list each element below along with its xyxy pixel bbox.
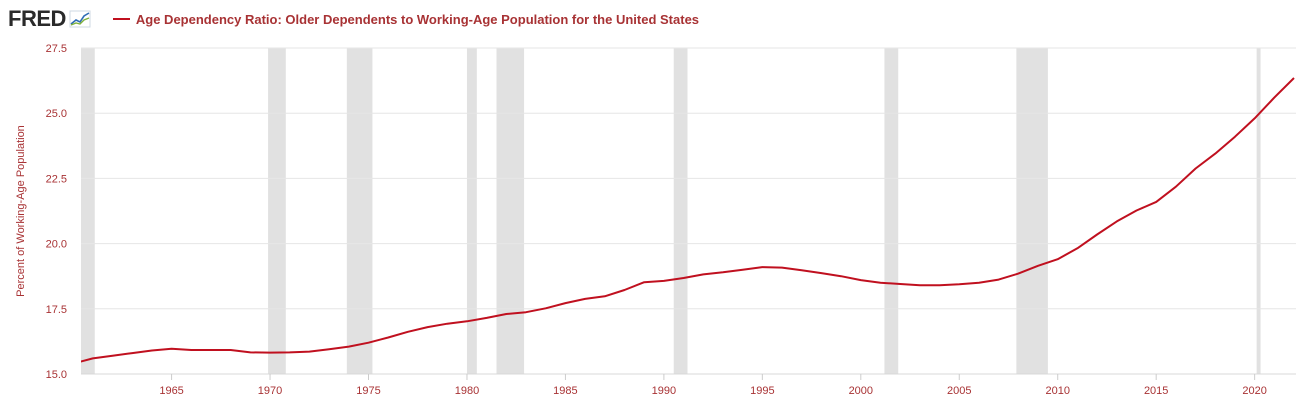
y-tick-label: 20.0 xyxy=(46,239,67,251)
x-tick-label: 1985 xyxy=(553,385,577,397)
chart-header: FRED Age Dependency Ratio: Older Depende… xyxy=(8,6,699,32)
y-axis: 15.0 17.5 20.0 22.5 25.0 27.5 xyxy=(46,43,67,381)
y-tick-label: 17.5 xyxy=(46,304,67,316)
x-tick-label: 1990 xyxy=(652,385,676,397)
y-tick-label: 15.0 xyxy=(46,369,67,381)
fred-logo-text: FRED xyxy=(8,6,66,31)
fred-logo[interactable]: FRED xyxy=(8,8,91,30)
x-tick-label: 2015 xyxy=(1144,385,1168,397)
chart-trend-icon xyxy=(69,10,91,28)
x-tick-label: 2000 xyxy=(849,385,873,397)
legend-label: Age Dependency Ratio: Older Dependents t… xyxy=(135,11,700,27)
recession-band xyxy=(268,48,286,374)
recession-band xyxy=(884,48,899,374)
x-axis: 1965 1970 1975 1980 1985 1990 1995 2000 2005 2010… xyxy=(81,373,1296,397)
x-tick-label: 2010 xyxy=(1045,385,1069,397)
y-tick-label: 27.5 xyxy=(46,43,67,55)
y-tick-label: 25.0 xyxy=(46,108,67,120)
recession-band xyxy=(466,48,477,374)
recession-band xyxy=(673,48,688,374)
recession-band xyxy=(1016,48,1048,374)
recession-band xyxy=(1256,48,1261,374)
y-tick-label: 22.5 xyxy=(46,173,67,185)
x-tick-label: 2005 xyxy=(947,385,971,397)
recession-band xyxy=(346,48,373,374)
x-tick-label: 1965 xyxy=(159,385,183,397)
legend-swatch xyxy=(112,18,130,20)
x-tick-label: 1970 xyxy=(258,385,282,397)
series-layer xyxy=(81,77,1295,363)
gridlines xyxy=(81,47,1296,375)
x-tick-label: 2020 xyxy=(1242,385,1266,397)
y-axis-title: Percent of Working-Age Population xyxy=(15,125,27,297)
x-tick-label: 1980 xyxy=(455,385,479,397)
recession-bands xyxy=(81,48,1261,374)
recession-band xyxy=(81,48,95,374)
legend: Age Dependency Ratio: Older Dependents t… xyxy=(112,11,700,27)
recession-band xyxy=(496,48,525,374)
x-tick-label: 1975 xyxy=(356,385,380,397)
x-tick-label: 1995 xyxy=(750,385,774,397)
series-line xyxy=(81,77,1295,363)
